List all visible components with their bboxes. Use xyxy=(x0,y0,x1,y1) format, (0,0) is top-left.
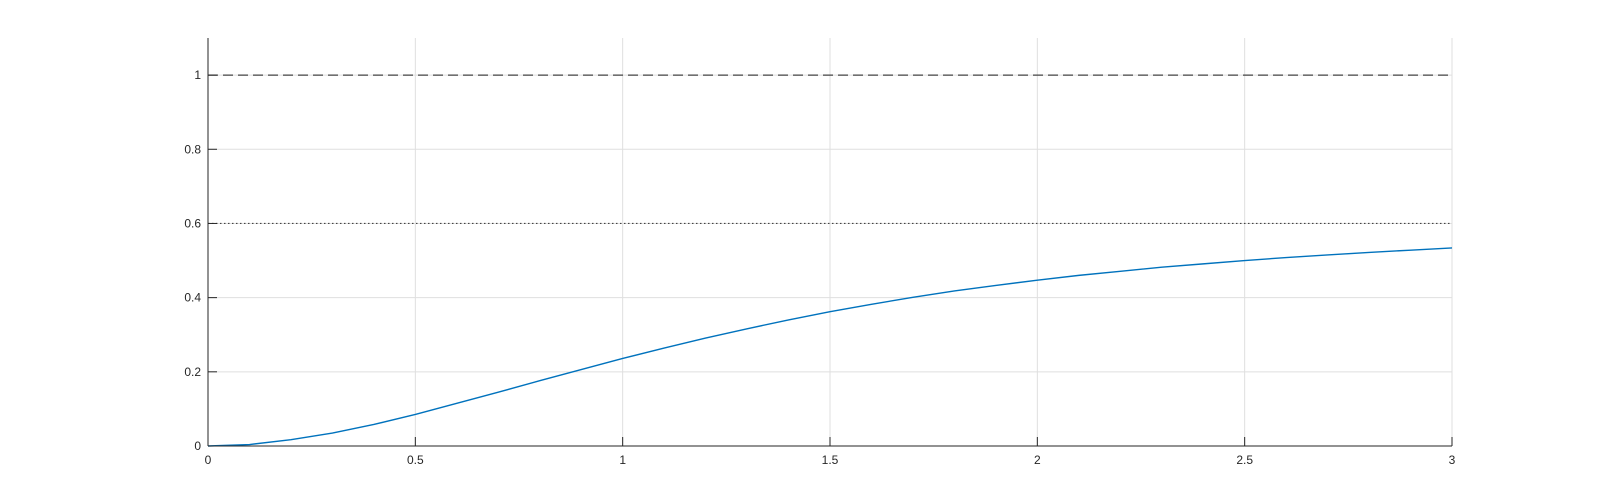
x-tick-label: 1.5 xyxy=(822,453,839,467)
y-tick-label: 0.8 xyxy=(184,142,201,156)
y-tick-label: 0 xyxy=(194,439,201,453)
x-tick-label: 2 xyxy=(1034,453,1041,467)
y-tick-label: 0.4 xyxy=(184,291,201,305)
x-tick-label: 0 xyxy=(205,453,212,467)
tick-labels: 0 0.5 1 1.5 2 2.5 3 0 0.2 0.4 0.6 0.8 1 xyxy=(184,68,1455,467)
reference-lines xyxy=(208,74,1452,225)
axes xyxy=(207,38,1453,447)
x-tick-label: 2.5 xyxy=(1236,453,1253,467)
x-tick-label: 1 xyxy=(619,453,626,467)
grid xyxy=(207,38,1453,447)
x-tick-label: 3 xyxy=(1449,453,1456,467)
y-tick-label: 0.6 xyxy=(184,216,201,230)
series-line-0 xyxy=(207,247,1453,447)
y-tick-label: 1 xyxy=(194,68,201,82)
y-tick-label: 0.2 xyxy=(184,365,201,379)
series-group xyxy=(207,247,1453,447)
x-tick-label: 0.5 xyxy=(407,453,424,467)
